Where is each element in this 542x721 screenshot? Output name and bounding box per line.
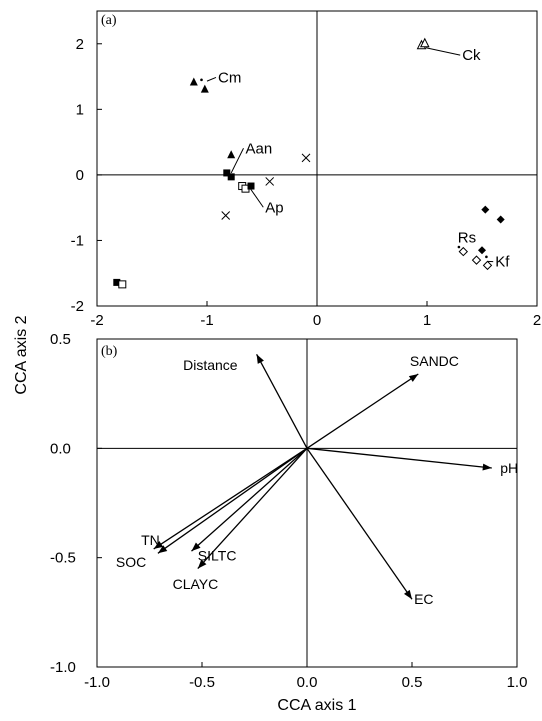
scatter-point-cross — [265, 177, 275, 186]
point-group-label-aan: Aan — [246, 140, 273, 157]
panel-a-y-tick-label: -2 — [71, 298, 84, 315]
vector-label-siltc: SILTC — [198, 547, 237, 563]
y-axis-title: CCA axis 2 — [13, 315, 30, 394]
panel-b-x-tick-label: 0.0 — [297, 674, 318, 691]
scatter-point-triangle-filled — [189, 77, 198, 86]
point-group-label-ck: Ck — [462, 47, 481, 64]
panel-a-x-tick-label: -2 — [90, 312, 103, 329]
scatter-point-triangle-filled — [200, 84, 209, 93]
point-group-label-ap: Ap — [265, 199, 283, 216]
scatter-point-square-filled — [113, 278, 121, 286]
panel-a-x-tick-label: 2 — [533, 312, 541, 329]
annotation-leader-line — [249, 187, 264, 208]
panel-b-ticks: -1.0 -0.5 0.0 0.5 1.0 -1.0 -0.5 0.0 0.5 — [50, 331, 527, 691]
vector-label-ec: EC — [414, 591, 433, 607]
vector-arrowhead-soc — [157, 545, 168, 554]
point-group-label-kf: Kf — [495, 254, 510, 271]
vector-sandc: SANDC — [306, 353, 459, 449]
scatter-point-diamond-filled — [478, 246, 486, 255]
scatter-point-cross — [301, 153, 311, 163]
scatter-point-triangle-filled — [227, 150, 236, 159]
panel-b-y-tick-label: 0.0 — [50, 440, 71, 457]
vector-line-sandc — [306, 373, 419, 449]
vector-arrowhead-ec — [403, 589, 412, 600]
vector-arrowhead-siltc — [191, 542, 201, 552]
cross-stroke — [301, 153, 311, 163]
panel-b-x-tick-label: -0.5 — [189, 674, 215, 691]
panel-b: (b) -1.0 -0.5 0.0 0.5 1.0 -1.0 -0.5 0.0 0.5 Dist… — [50, 331, 527, 691]
panel-b-zero-lines — [97, 339, 517, 667]
panel-b-x-tick-label: 0.5 — [402, 674, 423, 691]
annotation-leader-line — [425, 47, 461, 56]
panel-a-zero-lines — [97, 11, 537, 306]
scatter-point-dot — [457, 245, 461, 249]
scatter-point-square-filled — [247, 182, 255, 190]
panel-a-points — [113, 37, 505, 289]
scatter-point-square-filled — [227, 173, 235, 181]
panel-b-y-tick-label: 0.5 — [50, 331, 71, 348]
vector-arrowhead-tn — [153, 541, 164, 549]
panel-a-x-tick-label: 1 — [423, 312, 431, 329]
vector-siltc: SILTC — [191, 447, 308, 563]
cross-stroke — [221, 211, 231, 220]
panel-a-y-tick-label: 2 — [76, 36, 84, 53]
vector-arrowhead-ph — [482, 463, 492, 471]
vector-arrowhead-clayc — [197, 559, 207, 569]
vector-label-soc: SOC — [116, 554, 146, 570]
panel-a-annotations: Cm Ck Aan Ap Rs Kf — [206, 47, 510, 271]
scatter-point-square-filled — [223, 169, 231, 177]
panel-a: (a) -2 -1 0 1 2 -2 -1 0 1 2 Cm Ck Aan Ap Rs Kf — [71, 10, 542, 329]
panel-b-vectors: Distance SANDC pH EC TN SOC SILTC CLAYC — [116, 353, 518, 607]
scatter-point-diamond-filled — [481, 205, 490, 214]
annotation-leader-line — [206, 76, 217, 82]
vector-label-ph: pH — [500, 460, 518, 476]
point-group-label-cm: Cm — [218, 69, 241, 86]
vector-line-ph — [306, 447, 492, 469]
cross-stroke — [265, 177, 275, 186]
point-group-label-rs: Rs — [458, 229, 476, 246]
scatter-point-diamond-open — [471, 255, 482, 265]
vector-distance: Distance — [183, 353, 308, 449]
annotation-leader-line — [230, 148, 244, 174]
vector-soc: SOC — [116, 447, 308, 570]
panel-a-ticks: -2 -1 0 1 2 -2 -1 0 1 2 — [71, 36, 542, 329]
vector-label-distance: Distance — [183, 357, 238, 373]
vector-clayc: CLAYC — [173, 447, 308, 592]
vector-label-sandc: SANDC — [410, 353, 459, 369]
vector-label-clayc: CLAYC — [173, 576, 219, 592]
scatter-point-dot — [485, 255, 488, 259]
panel-b-x-tick-label: 1.0 — [507, 674, 528, 691]
scatter-point-diamond-open — [482, 260, 493, 271]
vector-arrowhead-distance — [256, 354, 264, 364]
panel-a-y-tick-label: 0 — [76, 167, 84, 184]
scatter-point-cross — [221, 211, 231, 220]
vector-line-clayc — [197, 447, 308, 570]
vector-line-soc — [157, 447, 308, 554]
panel-a-label: (a) — [101, 13, 117, 28]
vector-line-distance — [256, 353, 308, 449]
panel-b-x-tick-label: -1.0 — [84, 674, 110, 691]
scatter-point-square-open — [118, 280, 127, 289]
scatter-point-triangle-open — [419, 37, 430, 48]
vector-line-ec — [306, 447, 413, 600]
vector-line-tn — [153, 447, 308, 550]
vector-arrowhead-sandc — [408, 373, 419, 382]
x-axis-title: CCA axis 1 — [277, 697, 356, 714]
vector-ec: EC — [306, 447, 434, 607]
vector-label-tn: TN — [141, 532, 160, 548]
scatter-point-diamond-filled — [496, 215, 505, 224]
scatter-point-diamond-open — [458, 246, 469, 257]
panel-b-label: (b) — [101, 344, 118, 359]
panel-a-y-tick-label: -1 — [71, 232, 84, 249]
vector-tn: TN — [141, 447, 308, 550]
vector-line-siltc — [191, 447, 308, 552]
panel-b-y-tick-label: -1.0 — [50, 659, 76, 676]
panel-a-x-tick-label: 0 — [313, 312, 321, 329]
vector-ph: pH — [306, 447, 518, 476]
scatter-point-dot — [200, 78, 203, 82]
panel-a-x-tick-label: -1 — [200, 312, 213, 329]
panel-a-y-tick-label: 1 — [76, 101, 84, 118]
panel-b-y-tick-label: -0.5 — [50, 550, 76, 567]
